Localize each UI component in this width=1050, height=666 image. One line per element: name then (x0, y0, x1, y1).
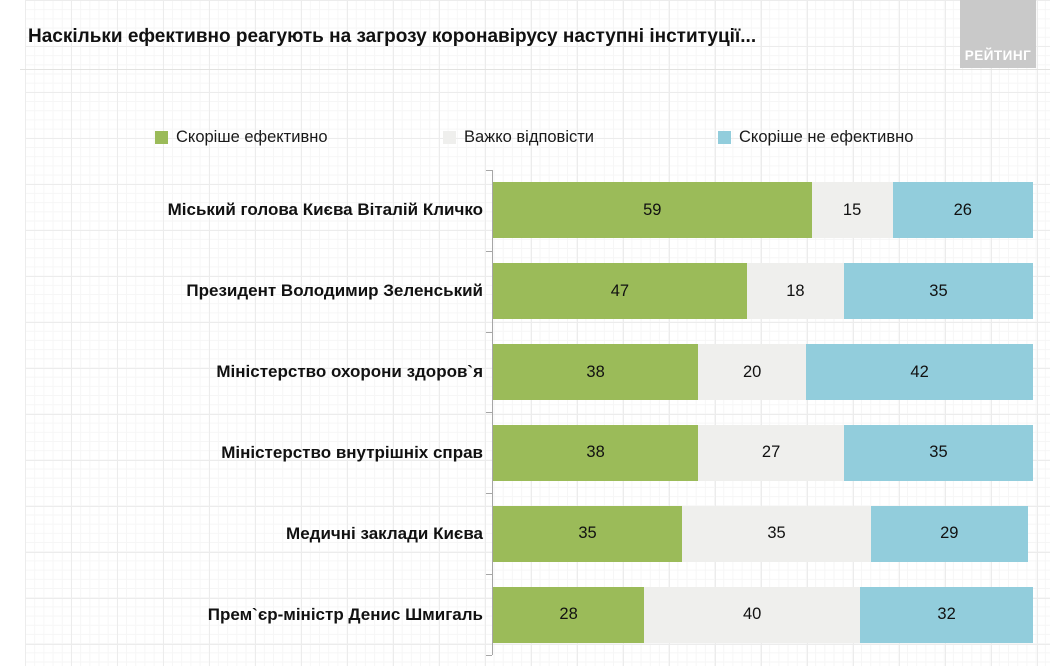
bar-value-label: 18 (786, 281, 805, 300)
bar-segment-not-effective: 26 (892, 182, 1033, 239)
bar-segment-effective: 28 (493, 586, 645, 643)
bar-value-label: 32 (937, 605, 956, 624)
axis-tick (486, 412, 492, 413)
bar-row: 47 18 35 (493, 263, 1033, 320)
bar-segment-effective: 38 (493, 424, 699, 481)
bar-segment-hard-to-say: 15 (811, 182, 893, 239)
bar-value-label: 38 (586, 362, 605, 381)
bar-segment-hard-to-say: 35 (682, 505, 871, 562)
bar-value-label: 59 (643, 200, 662, 219)
bar-segment-hard-to-say: 27 (698, 424, 844, 481)
category-label: Президент Володимир Зеленський (186, 281, 483, 301)
bar-value-label: 42 (910, 362, 929, 381)
axis-tick (486, 493, 492, 494)
bar-segment-hard-to-say: 20 (698, 344, 807, 401)
axis-tick (486, 574, 492, 575)
bar-segment-not-effective: 32 (860, 586, 1033, 643)
bar-value-label: 47 (610, 281, 630, 300)
category-label: Міський голова Києва Віталій Кличко (167, 200, 483, 220)
bar-segment-effective: 47 (493, 263, 747, 320)
bar-value-label: 15 (842, 200, 862, 219)
category-label: Прем`єр-міністр Денис Шмигаль (207, 604, 483, 624)
category-label: Міністерство внутрішніх справ (221, 442, 483, 462)
bar-row: 28 40 32 (493, 586, 1033, 643)
bar-value-label: 20 (743, 362, 762, 381)
bar-value-label: 29 (940, 524, 959, 543)
bar-row: 35 35 29 (493, 505, 1028, 562)
bar-value-label: 35 (929, 281, 948, 300)
category-label: Медичні заклади Києва (286, 523, 483, 543)
bar-segment-not-effective: 42 (806, 344, 1033, 401)
axis-tick (486, 170, 492, 171)
category-axis-line (492, 170, 493, 655)
bar-row: 38 27 35 (493, 424, 1033, 481)
bar-row: 38 20 42 (493, 344, 1033, 401)
bar-segment-hard-to-say: 40 (644, 586, 861, 643)
bar-value-label: 26 (953, 200, 972, 219)
bar-value-label: 40 (743, 605, 762, 624)
bar-segment-not-effective: 35 (843, 424, 1033, 481)
bar-segment-effective: 59 (493, 182, 812, 239)
bar-value-label: 35 (929, 443, 948, 462)
bar-value-label: 35 (767, 524, 786, 543)
axis-tick (486, 251, 492, 252)
bar-segment-hard-to-say: 18 (746, 263, 844, 320)
category-label: Міністерство охорони здоров`я (216, 362, 483, 382)
bar-value-label: 28 (559, 605, 578, 624)
bar-value-label: 35 (578, 524, 597, 543)
bar-segment-effective: 38 (493, 344, 699, 401)
bar-value-label: 27 (761, 443, 781, 462)
bar-value-label: 38 (586, 443, 605, 462)
bar-segment-effective: 35 (493, 505, 682, 562)
bar-row: 59 15 26 (493, 182, 1033, 239)
axis-tick (486, 655, 492, 656)
bar-segment-not-effective: 35 (843, 263, 1033, 320)
bar-segment-not-effective: 29 (871, 505, 1028, 562)
axis-tick (486, 332, 492, 333)
